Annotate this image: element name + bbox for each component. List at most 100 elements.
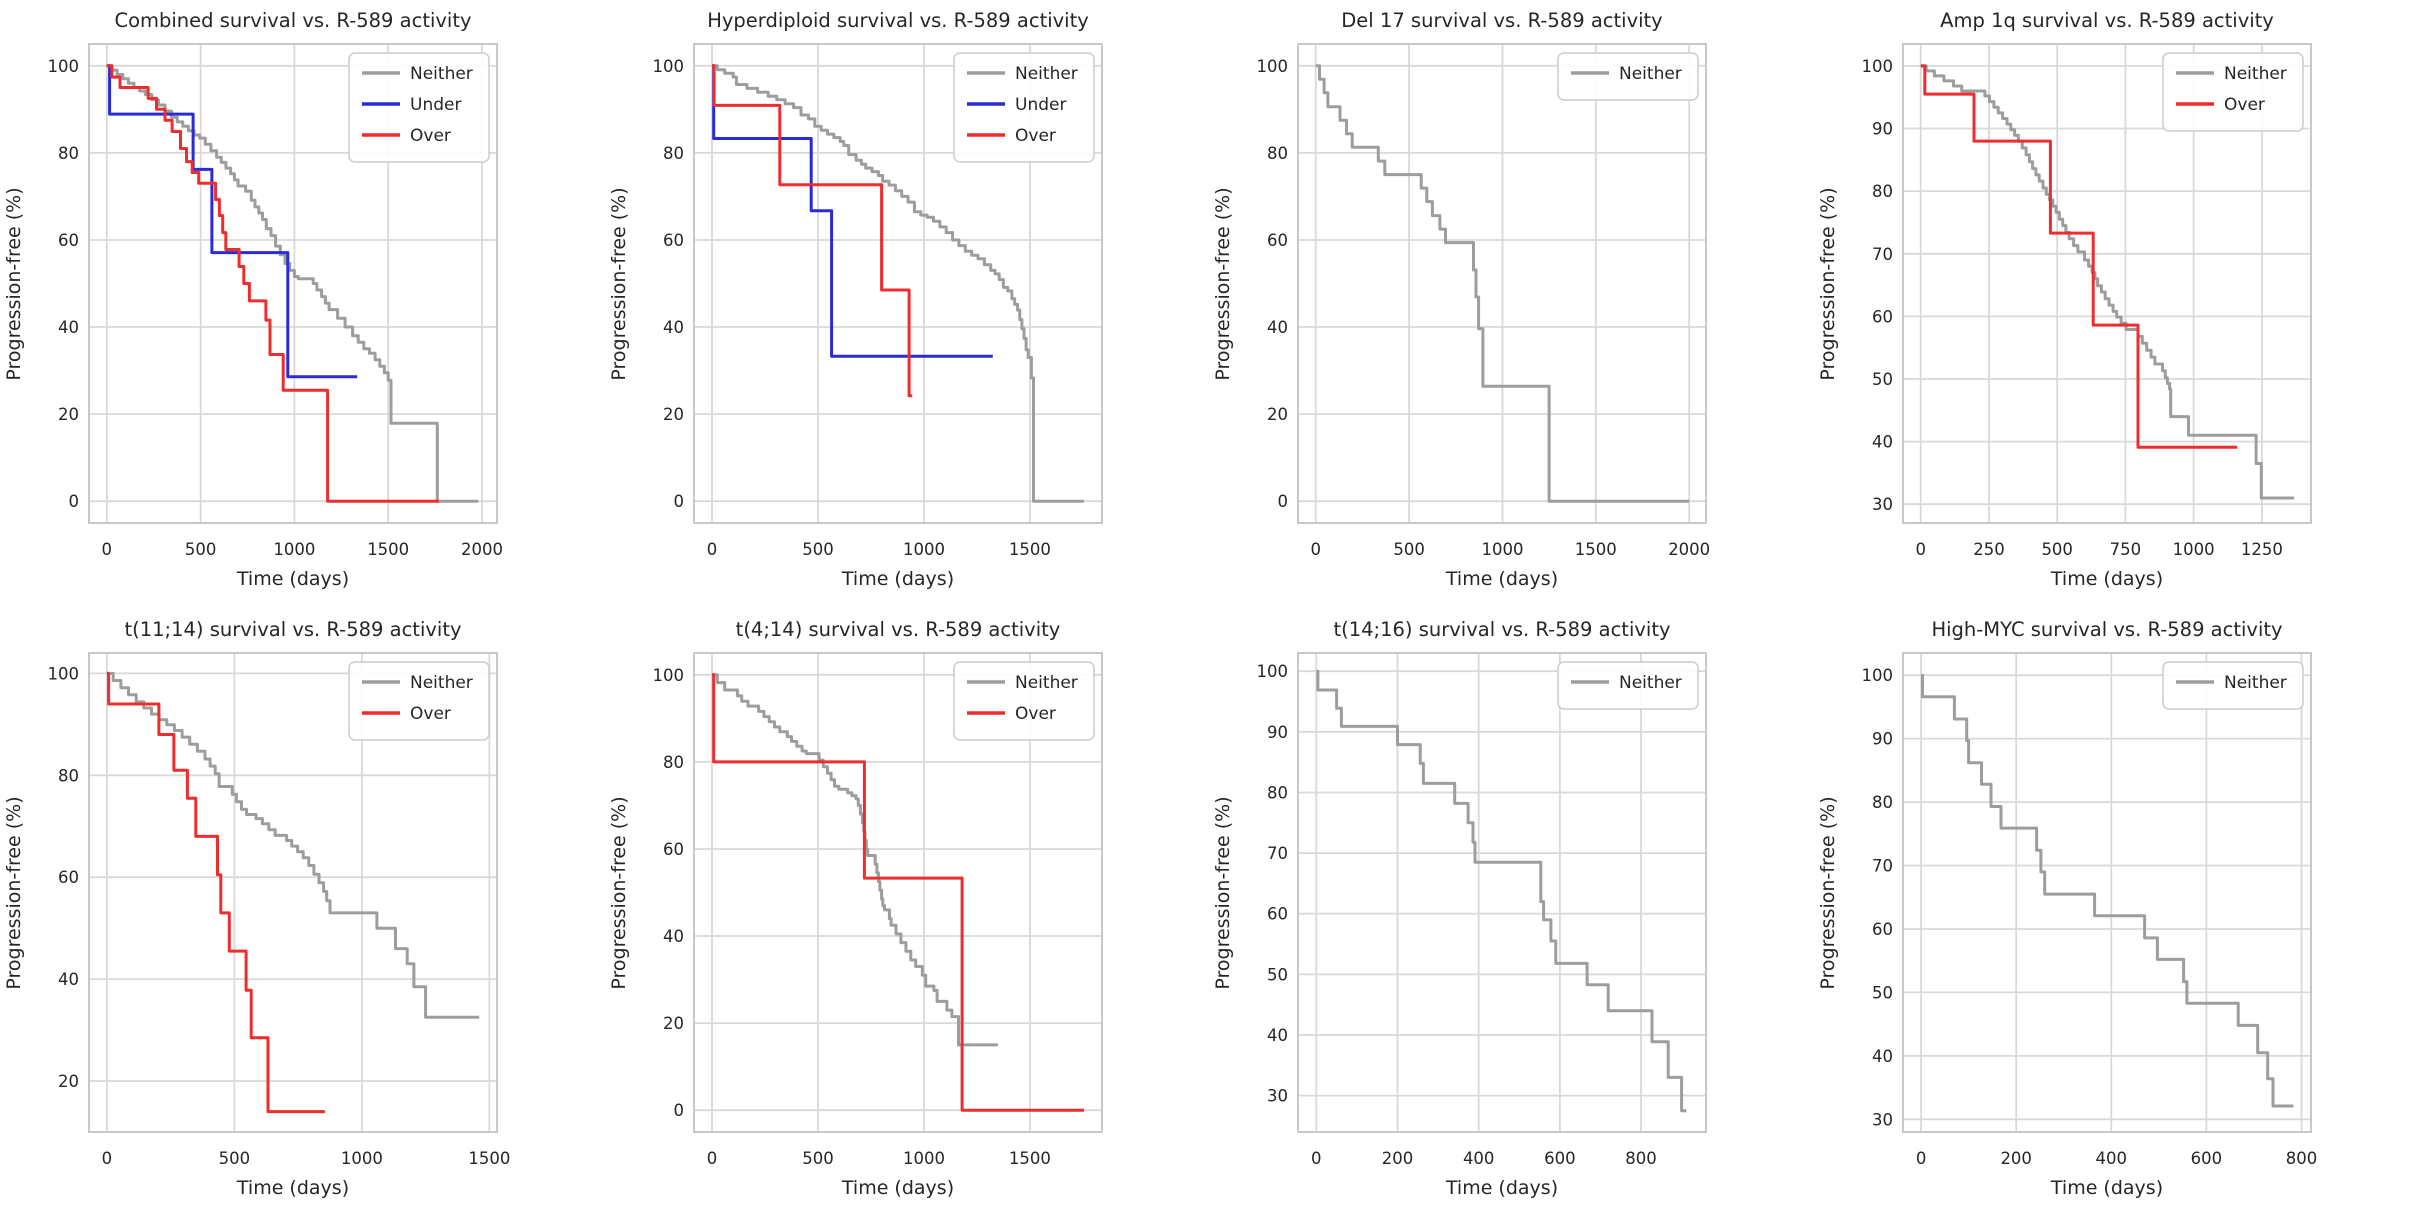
y-tick-label: 80: [663, 753, 684, 772]
y-tick-label: 40: [1872, 433, 1893, 452]
y-tick-label: 90: [1267, 723, 1288, 742]
legend-box: [2161, 661, 2304, 710]
x-tick-label: 500: [219, 1149, 251, 1168]
x-tick-label: 400: [1463, 1149, 1495, 1168]
legend: Neither Over: [348, 661, 490, 741]
subplot-t-4-14: 0 500 1000 1500 0 20 40 60 80 100 t(4;14) survival…: [605, 609, 1210, 1218]
legend-label-neither: Neither: [1015, 64, 1078, 84]
plot-canvas-t-4-14: 0 500 1000 1500 0 20 40 60 80 100 t(4;14) survival…: [608, 618, 1103, 1199]
plot-canvas-t-14-16: 0 200 400 600 800 30 40 50 60 70 80 90 100 t(14;16) s…: [1212, 618, 1707, 1199]
subplot-del-17: 0 500 1000 1500 2000 0 20 40 60 80 100 Del 17 survi…: [1209, 0, 1814, 609]
y-tick-label: 40: [58, 970, 79, 989]
x-tick-label: 1500: [1008, 540, 1050, 559]
y-tick-label: 60: [1872, 307, 1893, 326]
y-tick-label: 100: [1861, 57, 1893, 76]
legend-label-neither: Neither: [1015, 673, 1078, 693]
series-line-over: [106, 671, 325, 1114]
y-tick-label: 40: [1872, 1047, 1893, 1066]
y-tick-label: 80: [663, 144, 684, 163]
axes-frame: [1901, 43, 2312, 524]
y-tick-label: 90: [1872, 730, 1893, 749]
series-line-neither: [1920, 673, 2293, 1108]
y-tick-label: 80: [1267, 784, 1288, 803]
y-axis-label: Progression-free (%): [608, 796, 630, 989]
subplot-title: Combined survival vs. R-589 activity: [114, 9, 471, 32]
legend-label-over: Over: [1015, 704, 1056, 724]
y-tick-label: 0: [69, 492, 80, 511]
y-tick-label: 40: [1267, 1026, 1288, 1045]
x-tick-label: 500: [802, 1149, 834, 1168]
x-tick-label: 2000: [1668, 540, 1710, 559]
x-tick-label: 800: [2285, 1149, 2317, 1168]
y-tick-label: 30: [1872, 1110, 1893, 1129]
x-tick-label: 600: [1544, 1149, 1576, 1168]
y-tick-label: 80: [58, 766, 79, 785]
x-tick-label: 1500: [367, 540, 409, 559]
y-tick-label: 0: [1278, 492, 1289, 511]
series-line-neither: [711, 673, 998, 1047]
legend-label-neither: Neither: [410, 64, 473, 84]
series-line-neither: [1315, 64, 1690, 503]
subplot-title: Hyperdiploid survival vs. R-589 activity: [707, 9, 1089, 32]
y-tick-label: 80: [1872, 793, 1893, 812]
subplot-t-14-16: 0 200 400 600 800 30 40 50 60 70 80 90 100 t(14;16) s…: [1209, 609, 1814, 1218]
plot-canvas-del-17: 0 500 1000 1500 2000 0 20 40 60 80 100 Del 17 survi…: [1212, 9, 1710, 590]
x-tick-label: 0: [102, 540, 113, 559]
y-tick-label: 100: [652, 57, 684, 76]
y-tick-label: 40: [58, 318, 79, 337]
x-tick-label: 0: [1310, 540, 1321, 559]
legend-label-neither: Neither: [1619, 64, 1682, 84]
x-tick-label: 0: [1915, 540, 1926, 559]
axes-frame: [1297, 43, 1707, 524]
y-tick-label: 60: [663, 840, 684, 859]
axes-frame: [692, 652, 1103, 1133]
x-tick-label: 500: [1393, 540, 1425, 559]
x-tick-label: 250: [1973, 540, 2005, 559]
x-axis-label: Time (days): [1445, 1177, 1558, 1199]
y-tick-label: 50: [1872, 370, 1893, 389]
legend-label-neither: Neither: [410, 673, 473, 693]
legend: Neither: [1557, 52, 1699, 101]
legend-label-under: Under: [1015, 95, 1066, 115]
x-tick-label: 1500: [468, 1149, 510, 1168]
y-tick-label: 90: [1872, 120, 1893, 139]
y-axis-label: Progression-free (%): [608, 187, 630, 380]
legend: Neither: [2161, 661, 2304, 710]
x-tick-label: 1000: [341, 1149, 383, 1168]
legend: Neither Over: [2161, 52, 2304, 132]
x-tick-label: 1000: [903, 1149, 945, 1168]
x-tick-label: 0: [1311, 1149, 1322, 1168]
subplot-title: Del 17 survival vs. R-589 activity: [1341, 9, 1662, 32]
x-tick-label: 0: [706, 1149, 717, 1168]
x-tick-label: 400: [2095, 1149, 2127, 1168]
y-tick-label: 100: [48, 57, 80, 76]
y-tick-label: 40: [663, 318, 684, 337]
y-tick-label: 100: [48, 664, 80, 683]
plot-canvas-amp-1q: 0 250 500 750 1000 1250 30 40 50 60 70 80 90 100 Amp 1…: [1817, 9, 2312, 590]
legend: Neither Under Over: [952, 52, 1095, 163]
y-tick-label: 60: [1872, 920, 1893, 939]
x-tick-label: 1250: [2240, 540, 2282, 559]
x-tick-label: 800: [1625, 1149, 1657, 1168]
x-axis-label: Time (days): [2049, 568, 2162, 590]
series-line-over: [1920, 64, 2237, 449]
series-line-neither: [106, 64, 479, 503]
subplot-t-11-14: 0 500 1000 1500 20 40 60 80 100 t(11;14) survival…: [0, 609, 605, 1218]
y-tick-label: 20: [663, 1014, 684, 1033]
x-tick-label: 0: [706, 540, 717, 559]
axes-frame: [692, 43, 1103, 524]
series-line-under: [711, 64, 993, 358]
plot-canvas-combined: 0 500 1000 1500 2000 0 20 40 60 80 100 Combined sur…: [3, 9, 503, 590]
axes-frame: [1901, 652, 2312, 1133]
subplot-title: t(4;14) survival vs. R-589 activity: [735, 618, 1060, 641]
y-tick-label: 0: [673, 492, 684, 511]
x-tick-label: 500: [2041, 540, 2073, 559]
y-tick-label: 70: [1872, 245, 1893, 264]
y-tick-label: 30: [1872, 495, 1893, 514]
axes-frame: [1297, 652, 1707, 1133]
series-line-under: [106, 64, 358, 379]
x-tick-label: 0: [1915, 1149, 1926, 1168]
axes-frame: [88, 43, 498, 524]
subplot-title: Amp 1q survival vs. R-589 activity: [1940, 9, 2274, 32]
